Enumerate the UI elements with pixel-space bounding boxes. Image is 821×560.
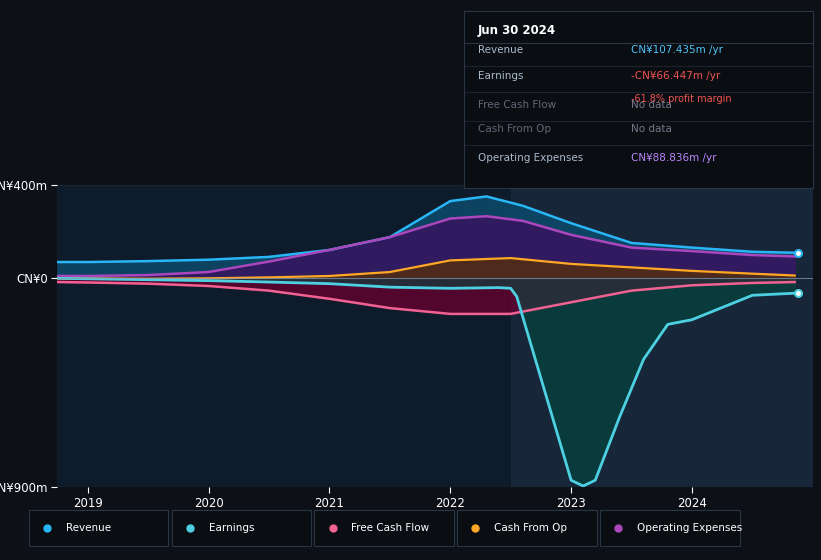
- Text: Operating Expenses: Operating Expenses: [478, 153, 583, 162]
- FancyBboxPatch shape: [457, 510, 597, 546]
- FancyBboxPatch shape: [29, 510, 168, 546]
- Text: Jun 30 2024: Jun 30 2024: [478, 24, 556, 36]
- Text: No data: No data: [631, 100, 672, 110]
- FancyBboxPatch shape: [172, 510, 311, 546]
- Text: -CN¥66.447m /yr: -CN¥66.447m /yr: [631, 72, 721, 81]
- FancyBboxPatch shape: [314, 510, 454, 546]
- Text: Earnings: Earnings: [478, 72, 523, 81]
- Text: Free Cash Flow: Free Cash Flow: [351, 523, 429, 533]
- Text: Revenue: Revenue: [66, 523, 111, 533]
- Text: No data: No data: [631, 124, 672, 134]
- Text: Cash From Op: Cash From Op: [478, 124, 551, 134]
- FancyBboxPatch shape: [600, 510, 740, 546]
- Text: Earnings: Earnings: [209, 523, 254, 533]
- Text: -61.8% profit margin: -61.8% profit margin: [631, 95, 732, 104]
- Text: CN¥107.435m /yr: CN¥107.435m /yr: [631, 45, 723, 55]
- Text: CN¥88.836m /yr: CN¥88.836m /yr: [631, 153, 717, 162]
- Text: Revenue: Revenue: [478, 45, 523, 55]
- Text: Operating Expenses: Operating Expenses: [637, 523, 742, 533]
- Text: Free Cash Flow: Free Cash Flow: [478, 100, 556, 110]
- Bar: [511, 185, 813, 487]
- Text: Cash From Op: Cash From Op: [494, 523, 567, 533]
